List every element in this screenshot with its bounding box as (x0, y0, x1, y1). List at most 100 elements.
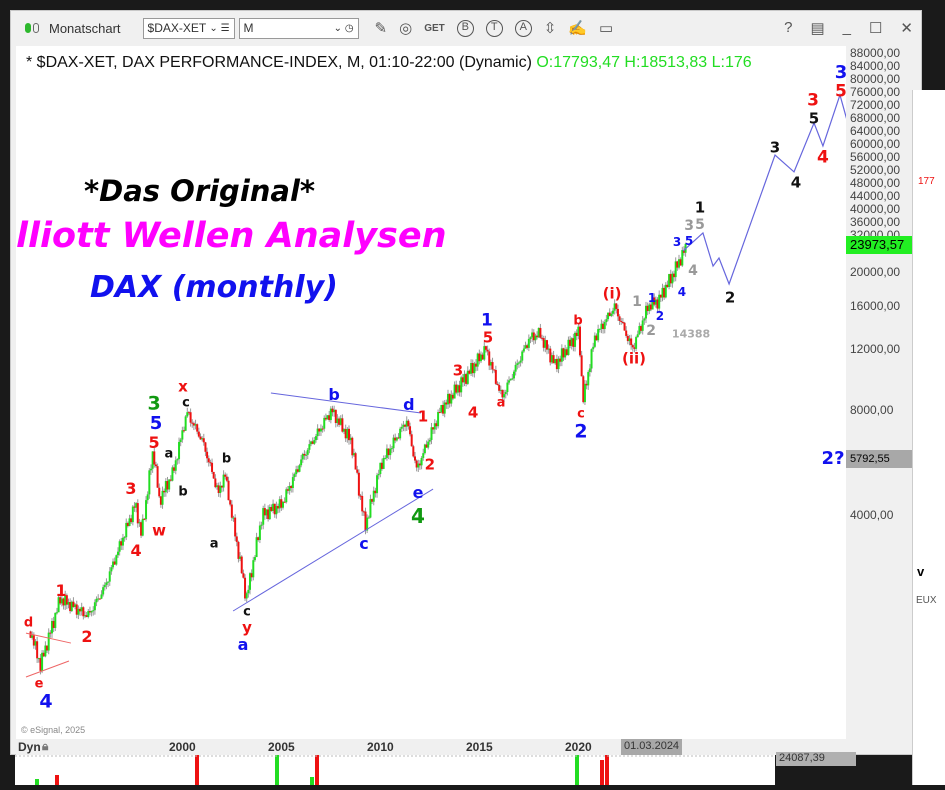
price-axis[interactable]: 88000,00 84000,00 80000,00 76000,00 72000,00… (846, 46, 920, 739)
candle (663, 287, 666, 298)
candle (161, 490, 164, 505)
candle (385, 448, 388, 458)
comment-icon[interactable]: ▭ (599, 20, 614, 37)
candle (531, 332, 534, 338)
candle (422, 453, 425, 458)
toolbar: Monatschart $DAX-XET ⌄ ☰ M ⌄ ◷ ✎ ◎ GET B T… (11, 11, 921, 45)
chevron-down-icon: ⌄ ☰ (209, 22, 230, 34)
chart-header: * $DAX-XET, DAX PERFORMANCE-INDEX, M, 01… (26, 54, 752, 72)
candle (664, 284, 667, 298)
layout-icon[interactable]: ▤ (810, 20, 825, 37)
candle (146, 494, 149, 501)
candle (258, 525, 261, 540)
candle (272, 503, 275, 511)
candle (245, 593, 248, 599)
y-tick-label: 4000,00 (850, 508, 894, 522)
candle (512, 371, 515, 379)
candle (433, 423, 436, 430)
candle (603, 322, 606, 330)
wave-label: w (152, 521, 166, 540)
interval-select[interactable]: M ⌄ ◷ (238, 17, 359, 39)
candle (298, 465, 301, 472)
minimize-icon[interactable]: _ (842, 19, 851, 36)
maximize-icon[interactable]: ☐ (868, 20, 883, 37)
time-axis[interactable]: Dyn 🔒︎ 01.03.2024 2000 2005 2010 2015 2020 (16, 739, 846, 755)
candle (483, 346, 486, 360)
candle (174, 460, 177, 471)
candle (140, 522, 143, 536)
candle (527, 338, 530, 348)
alert-icon[interactable]: A (514, 19, 532, 37)
candle (671, 273, 674, 284)
candle (377, 474, 380, 476)
price-chart[interactable]: d e 4 1 2 3 4 w 5 5 3 a b x c b a c y a b c d 1 2 e 4 3 4 1 5 a b c 2 (i) (i… (16, 46, 846, 739)
candle (605, 319, 608, 323)
candle (529, 337, 532, 339)
overlay-subtitle: DAX (monthly) (90, 270, 338, 305)
volume-bar (35, 779, 39, 785)
candle (32, 635, 35, 646)
candle (673, 273, 676, 278)
y-tick-label: 68000,00 (850, 111, 901, 125)
y-tick-label: 48000,00 (850, 176, 901, 190)
candle (133, 506, 136, 508)
candle (42, 652, 45, 657)
candle (536, 335, 539, 338)
candle (415, 460, 418, 468)
wave-label: 4 (411, 504, 425, 529)
candle (77, 608, 80, 615)
side-panel: 177 v EUX (912, 90, 945, 785)
candle (336, 418, 339, 424)
volume-bar (55, 775, 59, 785)
symbol-select[interactable]: $DAX-XET ⌄ ☰ (142, 17, 235, 39)
wave-label: 3 (684, 217, 694, 234)
close-icon[interactable]: ✕ (900, 20, 913, 37)
candle (384, 457, 387, 459)
candle (240, 556, 243, 574)
candle (156, 466, 159, 488)
help-button[interactable]: ? (784, 19, 793, 36)
wave-label: d (23, 615, 34, 631)
wave-label: 5 (482, 328, 494, 347)
text-icon[interactable]: T (485, 19, 503, 37)
candle (54, 612, 57, 628)
candle (67, 602, 70, 605)
pencil-icon[interactable]: ✎ (374, 20, 388, 37)
candle (235, 536, 238, 542)
wave-label: 3 (769, 138, 781, 157)
link-indicator[interactable] (25, 23, 39, 33)
candle (191, 422, 194, 424)
candle (503, 394, 506, 398)
candle (636, 334, 639, 338)
candle (471, 362, 474, 374)
candle (407, 420, 410, 427)
candle (395, 437, 398, 441)
candle (557, 358, 560, 370)
candle (115, 555, 118, 565)
wave-label: c (577, 406, 585, 422)
candle (173, 467, 176, 471)
candle (587, 372, 590, 386)
candle (184, 416, 187, 431)
candle (163, 490, 166, 493)
candle (149, 468, 152, 471)
candle (489, 362, 492, 366)
candle (153, 451, 156, 465)
edit-icon[interactable]: ✍ (568, 20, 588, 37)
candle (435, 423, 438, 427)
study-icon[interactable]: ◎ (399, 20, 413, 37)
get-icon[interactable]: GET (424, 22, 445, 34)
lock-icon[interactable]: 🔒︎ (42, 739, 49, 753)
candle (626, 335, 629, 342)
candle (618, 316, 621, 321)
candle (669, 274, 672, 284)
wave-label: 4 (467, 403, 479, 422)
arrows-icon[interactable]: ⇳ (543, 20, 557, 37)
candle (451, 394, 454, 399)
candle (214, 478, 217, 488)
buy-icon[interactable]: B (456, 19, 474, 37)
candle (445, 402, 448, 405)
candle (202, 438, 205, 443)
candle (291, 477, 294, 489)
candle (621, 321, 624, 323)
